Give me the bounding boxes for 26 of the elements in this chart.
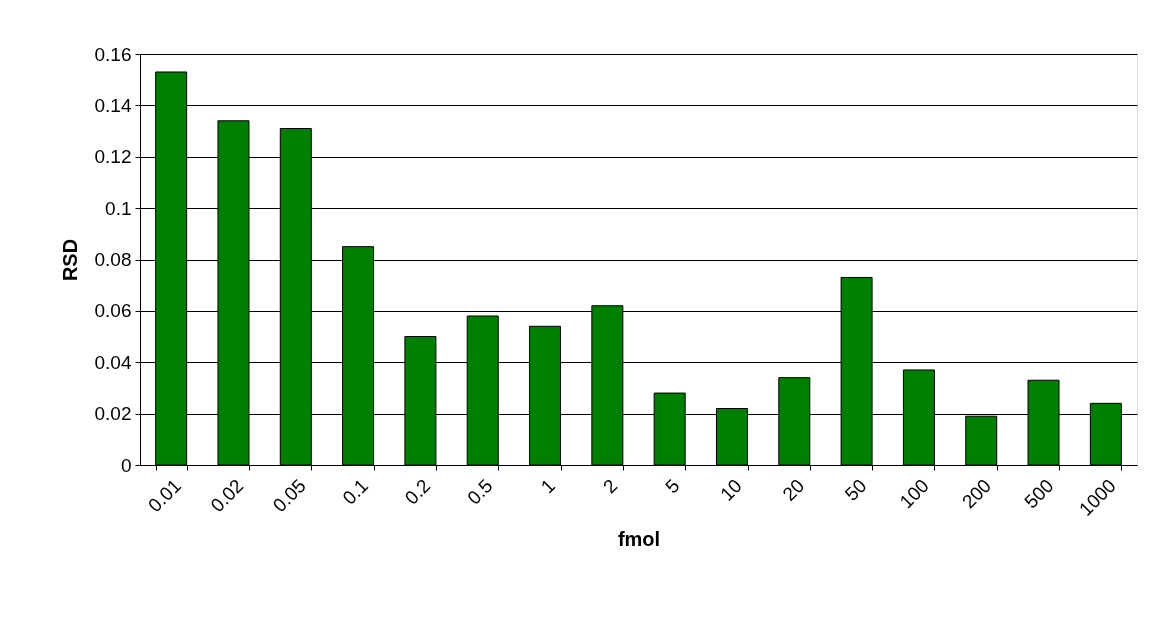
- x-tick-label: 0.01: [144, 475, 186, 517]
- y-tick-label: 0.14: [94, 94, 132, 116]
- y-axis-title: RSD: [58, 238, 81, 282]
- x-tick-label: 50: [840, 475, 871, 505]
- y-tick-label: 0.1: [105, 197, 132, 219]
- x-tick-label: 5: [661, 475, 684, 498]
- x-tick-label: 500: [1020, 475, 1058, 513]
- x-tick-label: 0.1: [338, 475, 373, 509]
- x-tick-label: 20: [778, 475, 809, 505]
- y-tick-label: 0.16: [94, 43, 132, 65]
- x-tick-label: 10: [716, 475, 746, 505]
- x-tick-label: 0.02: [206, 475, 248, 517]
- y-tick-label: 0.02: [94, 403, 132, 425]
- x-tick-label: 1: [536, 475, 559, 498]
- y-tick-label: 0.06: [94, 300, 132, 322]
- y-tick-label: 0.04: [94, 351, 132, 373]
- y-tick-label: 0.12: [94, 146, 132, 168]
- x-tick-label: 100: [895, 475, 933, 513]
- x-tick-label: 0.05: [268, 475, 310, 517]
- x-tick-label: 0.2: [400, 475, 435, 509]
- x-axis-title: fmol: [617, 527, 661, 550]
- x-tick-label: 0.5: [463, 475, 497, 509]
- x-tick-label: 2: [598, 475, 622, 498]
- y-tick-label: 0.08: [94, 249, 132, 270]
- x-tick-label: 200: [957, 475, 996, 513]
- y-tick-label: 0: [120, 454, 132, 476]
